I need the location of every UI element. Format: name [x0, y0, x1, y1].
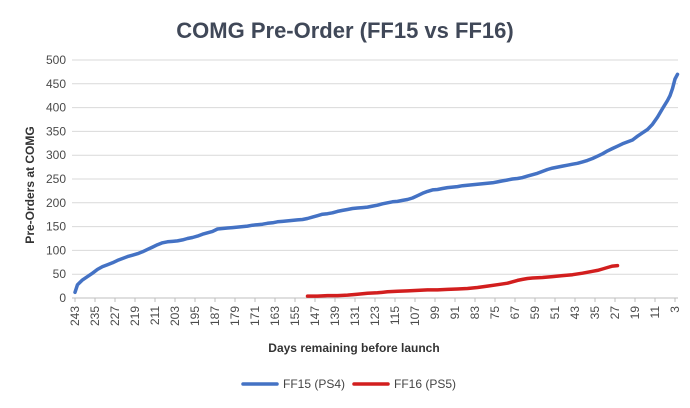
x-tick-label: 227	[108, 306, 122, 326]
y-tick-label: 350	[46, 124, 66, 138]
x-tick-label: 83	[468, 306, 482, 320]
legend-label-1: FF16 (PS5)	[394, 377, 456, 391]
x-tick-label: 163	[268, 306, 282, 326]
legend-label-0: FF15 (PS4)	[283, 377, 345, 391]
x-tick-label: 75	[488, 306, 502, 320]
y-tick-label: 100	[46, 243, 66, 257]
series-line-1	[305, 263, 620, 298]
x-tick-label: 107	[408, 306, 422, 326]
y-tick-label: 400	[46, 101, 66, 115]
chart-title: COMG Pre-Order (FF15 vs FF16)	[176, 18, 513, 43]
y-tick-label: 0	[59, 291, 66, 305]
x-tick-label: 3	[668, 306, 682, 313]
x-tick-label: 27	[608, 306, 622, 320]
x-tick-label: 35	[588, 306, 602, 320]
y-tick-label: 450	[46, 77, 66, 91]
x-tick-label: 99	[428, 306, 442, 320]
legend: FF15 (PS4) FF16 (PS5)	[241, 377, 456, 391]
x-tick-label: 43	[568, 306, 582, 320]
grid-lines	[72, 59, 678, 275]
x-tick-label: 139	[328, 306, 342, 326]
x-tick-label: 179	[228, 306, 242, 326]
x-tick-label: 203	[168, 306, 182, 326]
x-tick-label: 155	[288, 306, 302, 326]
x-tick-label: 171	[248, 306, 262, 326]
series-lines	[73, 72, 680, 298]
x-tick-label: 235	[88, 306, 102, 326]
y-tick-label: 250	[46, 172, 66, 186]
x-tick-label: 195	[188, 306, 202, 326]
x-axis-ticks: 243 235 227 219 211 203 195 187 179 171 163 155 147 1…	[68, 298, 682, 326]
y-tick-label: 150	[46, 220, 66, 234]
y-axis-ticks: 0 50 100 150 200 250 300 350 400 450 500	[46, 53, 66, 305]
y-tick-label: 50	[53, 267, 67, 281]
x-tick-label: 211	[148, 306, 162, 325]
x-tick-label: 131	[348, 306, 362, 326]
series-line-0	[73, 72, 680, 295]
x-tick-label: 123	[368, 306, 382, 326]
x-tick-label: 51	[548, 306, 562, 320]
x-tick-label: 187	[208, 306, 222, 326]
x-axis-label: Days remaining before launch	[268, 341, 439, 355]
x-tick-label: 19	[628, 306, 642, 320]
y-tick-label: 300	[46, 148, 66, 162]
y-tick-label: 200	[46, 196, 66, 210]
y-tick-label: 500	[46, 53, 66, 67]
x-tick-label: 91	[448, 306, 462, 320]
x-tick-label: 67	[508, 306, 522, 320]
x-tick-label: 243	[68, 306, 82, 326]
x-tick-label: 147	[308, 306, 322, 326]
x-tick-label: 219	[128, 306, 142, 326]
y-axis-label: Pre-Orders at COMG	[23, 126, 37, 243]
x-tick-label: 115	[388, 306, 402, 325]
x-tick-label: 11	[648, 306, 662, 319]
x-tick-label: 59	[528, 306, 542, 320]
